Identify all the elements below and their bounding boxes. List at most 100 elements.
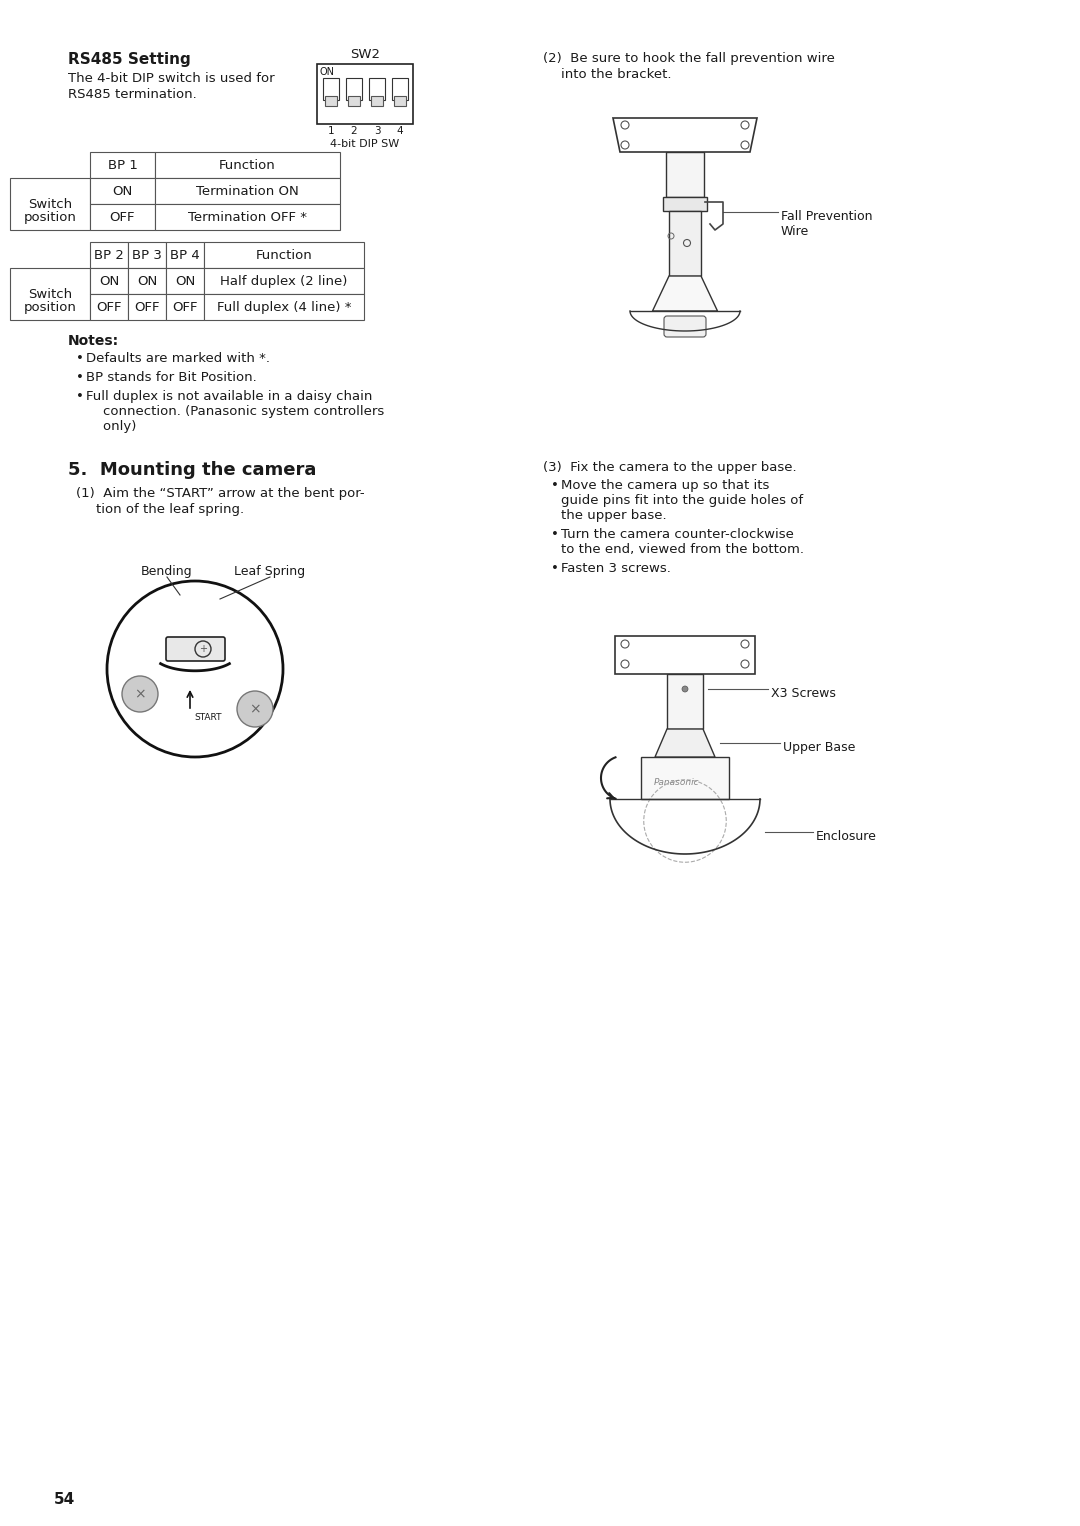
Bar: [323, 78, 339, 101]
Text: ON: ON: [320, 67, 335, 76]
Text: into the bracket.: into the bracket.: [561, 69, 672, 81]
Bar: [156, 179, 340, 204]
Bar: [10, 269, 90, 320]
Text: (2)  Be sure to hook the fall prevention wire: (2) Be sure to hook the fall prevention …: [543, 52, 835, 66]
Bar: [129, 295, 166, 320]
Text: •: •: [551, 562, 558, 575]
Text: Notes:: Notes:: [68, 334, 119, 348]
Bar: [90, 179, 156, 204]
Text: (1)  Aim the “START” arrow at the bent por-: (1) Aim the “START” arrow at the bent po…: [76, 487, 365, 501]
Polygon shape: [654, 729, 715, 757]
Bar: [346, 78, 362, 101]
Text: Switch: Switch: [28, 197, 72, 211]
Text: ON: ON: [175, 275, 195, 287]
Text: 3: 3: [374, 127, 380, 136]
Text: the upper base.: the upper base.: [561, 510, 666, 522]
Bar: [90, 269, 129, 295]
Bar: [166, 269, 204, 295]
Bar: [325, 96, 337, 105]
Text: Full duplex is not available in a daisy chain: Full duplex is not available in a daisy …: [86, 391, 373, 403]
Text: connection. (Panasonic system controllers: connection. (Panasonic system controller…: [86, 404, 384, 418]
Text: Switch: Switch: [28, 287, 72, 301]
Text: •: •: [551, 479, 558, 491]
Text: Upper Base: Upper Base: [783, 742, 855, 754]
Bar: [204, 295, 364, 320]
Bar: [90, 204, 156, 230]
Text: Bending: Bending: [141, 565, 193, 578]
Text: OFF: OFF: [172, 301, 198, 313]
Text: •: •: [76, 353, 84, 365]
Bar: [10, 179, 90, 230]
Text: The 4-bit DIP switch is used for: The 4-bit DIP switch is used for: [68, 72, 274, 85]
Text: •: •: [551, 528, 558, 542]
Bar: [204, 243, 364, 269]
Text: OFF: OFF: [96, 301, 122, 313]
Text: BP 3: BP 3: [132, 249, 162, 261]
Text: Defaults are marked with *.: Defaults are marked with *.: [86, 353, 270, 365]
Text: 54: 54: [54, 1492, 76, 1508]
Text: +: +: [199, 644, 207, 655]
Circle shape: [681, 687, 688, 691]
Text: to the end, viewed from the bottom.: to the end, viewed from the bottom.: [561, 543, 804, 555]
Text: Half duplex (2 line): Half duplex (2 line): [220, 275, 348, 287]
Bar: [166, 243, 204, 269]
Text: 2: 2: [351, 127, 357, 136]
Text: •: •: [76, 371, 84, 385]
Text: Panasonic: Panasonic: [654, 778, 700, 786]
Text: Fasten 3 screws.: Fasten 3 screws.: [561, 562, 671, 575]
Text: guide pins fit into the guide holes of: guide pins fit into the guide holes of: [561, 494, 804, 507]
Text: (3)  Fix the camera to the upper base.: (3) Fix the camera to the upper base.: [543, 461, 797, 475]
Bar: [90, 153, 156, 179]
Text: ON: ON: [112, 185, 133, 197]
Text: •: •: [76, 391, 84, 403]
Text: 1: 1: [327, 127, 335, 136]
Text: BP stands for Bit Position.: BP stands for Bit Position.: [86, 371, 257, 385]
Text: BP 2: BP 2: [94, 249, 124, 261]
Text: X3 Screws: X3 Screws: [771, 687, 836, 700]
Polygon shape: [652, 276, 717, 311]
Text: ON: ON: [99, 275, 119, 287]
Text: Leaf Spring: Leaf Spring: [234, 565, 306, 578]
Text: START: START: [194, 713, 221, 722]
Text: BP 1: BP 1: [108, 159, 137, 171]
Bar: [204, 269, 364, 295]
Text: BP 4: BP 4: [171, 249, 200, 261]
Text: 5.  Mounting the camera: 5. Mounting the camera: [68, 461, 316, 479]
FancyBboxPatch shape: [664, 316, 706, 337]
Circle shape: [122, 676, 158, 713]
Bar: [666, 153, 704, 197]
Text: Fall Prevention
Wire: Fall Prevention Wire: [781, 211, 873, 238]
Text: Turn the camera counter-clockwise: Turn the camera counter-clockwise: [561, 528, 794, 542]
Text: Function: Function: [256, 249, 312, 261]
Text: ON: ON: [137, 275, 157, 287]
Text: RS485 Setting: RS485 Setting: [68, 52, 191, 67]
Circle shape: [237, 691, 273, 726]
Text: Termination OFF *: Termination OFF *: [188, 211, 307, 223]
Bar: [90, 243, 129, 269]
Text: Enclosure: Enclosure: [816, 830, 877, 842]
Text: Move the camera up so that its: Move the camera up so that its: [561, 479, 769, 491]
Text: 4-bit DIP SW: 4-bit DIP SW: [330, 139, 400, 150]
Bar: [129, 243, 166, 269]
Text: Function: Function: [219, 159, 275, 171]
Bar: [90, 295, 129, 320]
Bar: [318, 64, 413, 124]
Text: ×: ×: [249, 702, 260, 716]
Text: Termination ON: Termination ON: [197, 185, 299, 197]
Text: OFF: OFF: [110, 211, 135, 223]
Text: 4: 4: [396, 127, 403, 136]
Bar: [369, 78, 384, 101]
Text: tion of the leaf spring.: tion of the leaf spring.: [96, 504, 244, 516]
Text: position: position: [24, 301, 77, 313]
Bar: [663, 197, 707, 211]
Bar: [156, 204, 340, 230]
FancyBboxPatch shape: [166, 636, 225, 661]
Bar: [166, 295, 204, 320]
Bar: [129, 269, 166, 295]
Bar: [615, 636, 755, 674]
Bar: [156, 153, 340, 179]
Text: SW2: SW2: [350, 47, 380, 61]
Bar: [642, 757, 729, 800]
Bar: [392, 78, 408, 101]
Bar: [372, 96, 383, 105]
